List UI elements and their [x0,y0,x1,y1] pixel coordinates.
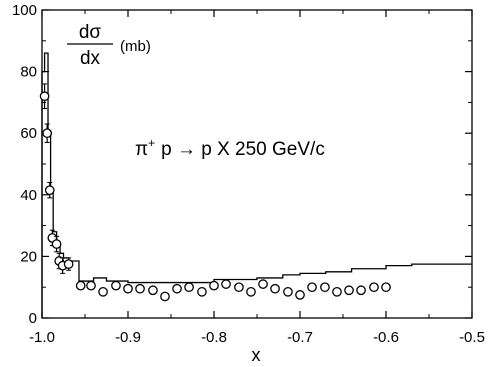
data-point [381,282,391,293]
data-point [184,282,194,293]
y-tick-label: 40 [20,187,37,204]
data-point [270,283,280,294]
x-tick-label: -0.9 [115,329,141,346]
data-point [332,286,342,297]
y-tick-label: 20 [20,248,37,265]
x-tick-label: -1.0 [29,329,55,346]
data-point [320,282,330,293]
x-tick-label: -0.6 [373,329,399,346]
data-point [221,279,231,289]
data-point [369,282,379,293]
y-axis-label-denominator: dx [80,48,101,69]
data-point [63,259,74,269]
data-point [307,282,317,293]
data-point [258,279,268,289]
data-point [86,280,96,291]
data-point [51,239,62,249]
data-point [356,285,366,296]
plot-frame [41,9,473,319]
data-point [160,291,170,302]
data-point [344,285,354,296]
data-point [295,290,305,300]
y-tick-label: 0 [29,310,37,327]
data-point [98,286,108,297]
model-step-curve [41,52,472,318]
y-axis-tick-labels: 0 20 40 60 80 100 [12,2,37,327]
data-point [39,91,50,102]
annotation-text: p → p X 250 GeV/c [161,139,325,160]
data-point [44,185,55,196]
x-tick-label: -0.5 [459,329,485,346]
data-point [209,280,219,291]
y-axis-label: dσ dx (mb) [67,22,151,69]
y-tick-label: 60 [20,125,37,142]
data-point [75,280,86,291]
data-point [172,283,182,294]
data-point [135,283,145,294]
data-point [197,286,207,297]
y-axis-label-numerator: dσ [79,22,102,43]
data-points [39,83,391,302]
x-axis-ticks [41,10,473,318]
y-axis-ticks [42,9,472,319]
x-axis-tick-labels: -1.0 -0.9 -0.8 -0.7 -0.6 -0.5 [29,329,485,346]
y-axis-unit: (mb) [120,38,151,55]
y-tick-label: 80 [20,64,37,81]
reaction-annotation: π+ p → p X 250 GeV/c [135,136,325,160]
x-axis-label: x [252,345,261,365]
data-point [123,283,133,294]
annotation-prefix: π [135,139,148,160]
y-tick-label: 100 [12,2,37,19]
data-point [148,285,158,296]
annotation-superscript: + [148,136,155,150]
data-point [42,128,53,139]
data-point [283,286,293,297]
x-tick-label: -0.8 [201,329,227,346]
data-point [246,286,256,297]
data-point [234,282,244,293]
data-point [111,280,121,291]
x-tick-label: -0.7 [287,329,313,346]
